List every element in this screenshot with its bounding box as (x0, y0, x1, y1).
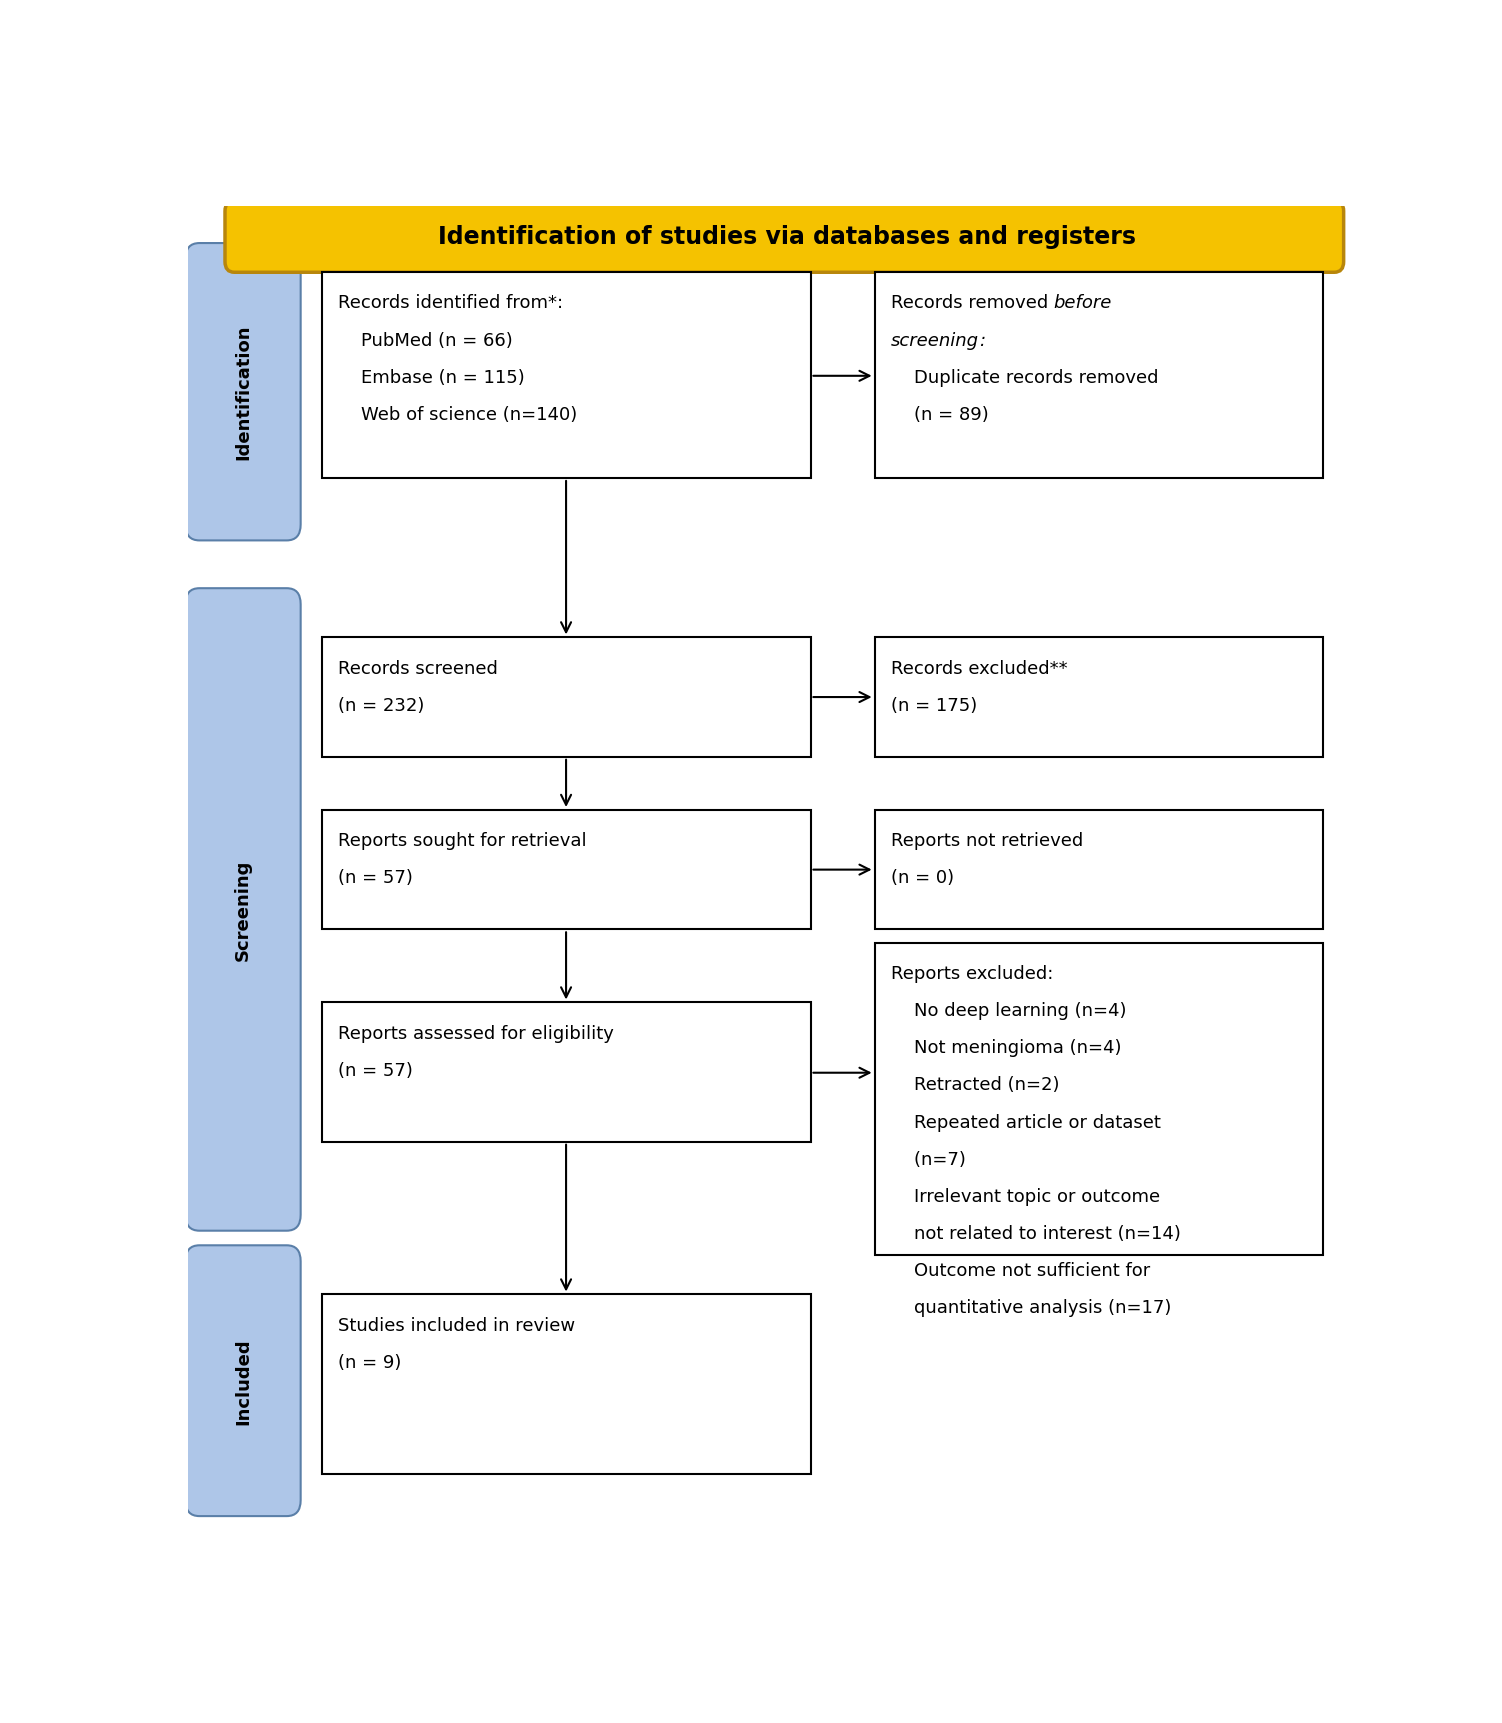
FancyBboxPatch shape (874, 810, 1323, 930)
Text: (n = 57): (n = 57) (338, 868, 413, 887)
Text: (n = 57): (n = 57) (338, 1061, 413, 1079)
FancyBboxPatch shape (185, 589, 300, 1230)
Text: Outcome not sufficient for: Outcome not sufficient for (891, 1261, 1151, 1280)
Text: Screening: Screening (234, 860, 252, 961)
FancyBboxPatch shape (225, 202, 1344, 272)
Text: not related to interest (n=14): not related to interest (n=14) (891, 1225, 1181, 1242)
FancyBboxPatch shape (321, 1003, 811, 1142)
Text: screening: screening (891, 331, 979, 350)
Text: Records identified from*:: Records identified from*: (338, 295, 563, 312)
Text: Records screened: Records screened (338, 660, 497, 677)
FancyBboxPatch shape (321, 810, 811, 930)
Text: Web of science (n=140): Web of science (n=140) (338, 407, 577, 424)
Text: (n = 175): (n = 175) (891, 696, 978, 715)
FancyBboxPatch shape (321, 272, 811, 479)
FancyBboxPatch shape (185, 245, 300, 541)
Text: Reports excluded:: Reports excluded: (891, 965, 1053, 982)
Text: No deep learning (n=4): No deep learning (n=4) (891, 1001, 1126, 1020)
Text: Duplicate records removed: Duplicate records removed (891, 369, 1158, 386)
FancyBboxPatch shape (321, 1294, 811, 1473)
Text: Identification of studies via databases and registers: Identification of studies via databases … (439, 226, 1136, 250)
Text: Not meningioma (n=4): Not meningioma (n=4) (891, 1039, 1122, 1056)
Text: Records excluded**: Records excluded** (891, 660, 1068, 677)
Text: Irrelevant topic or outcome: Irrelevant topic or outcome (891, 1187, 1160, 1204)
Text: (n = 89): (n = 89) (891, 407, 988, 424)
Text: :: : (979, 331, 985, 350)
Text: Reports sought for retrieval: Reports sought for retrieval (338, 832, 587, 849)
Text: Records removed: Records removed (891, 295, 1054, 312)
Text: (n = 0): (n = 0) (891, 868, 954, 887)
Text: (n = 232): (n = 232) (338, 696, 424, 715)
Text: Included: Included (234, 1337, 252, 1425)
Text: Identification: Identification (234, 326, 252, 460)
Text: Studies included in review: Studies included in review (338, 1316, 575, 1334)
FancyBboxPatch shape (321, 638, 811, 758)
Text: (n = 9): (n = 9) (338, 1353, 401, 1372)
Text: before: before (1054, 295, 1111, 312)
Text: Reports assessed for eligibility: Reports assessed for eligibility (338, 1023, 614, 1042)
FancyBboxPatch shape (874, 272, 1323, 479)
Text: Embase (n = 115): Embase (n = 115) (338, 369, 524, 386)
Text: Retracted (n=2): Retracted (n=2) (891, 1075, 1059, 1094)
FancyBboxPatch shape (874, 638, 1323, 758)
Text: (n=7): (n=7) (891, 1149, 966, 1168)
FancyBboxPatch shape (185, 1246, 300, 1516)
FancyBboxPatch shape (874, 942, 1323, 1254)
Text: quantitative analysis (n=17): quantitative analysis (n=17) (891, 1299, 1172, 1316)
Text: Reports not retrieved: Reports not retrieved (891, 832, 1083, 849)
Text: PubMed (n = 66): PubMed (n = 66) (338, 331, 512, 350)
Text: Repeated article or dataset: Repeated article or dataset (891, 1113, 1161, 1130)
